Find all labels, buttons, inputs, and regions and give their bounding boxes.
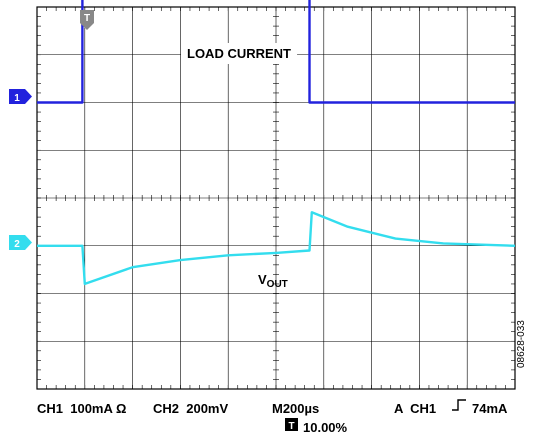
ch1-scale: CH1 100mA Ω bbox=[37, 401, 127, 416]
trigger-position-icon-box bbox=[285, 418, 298, 431]
trigger-position: 10.00% bbox=[303, 420, 348, 435]
ch1-marker-box bbox=[9, 89, 25, 104]
ch2-marker-label: 2 bbox=[14, 239, 20, 250]
trigger-position-icon-label: T bbox=[288, 421, 294, 432]
figure-id: 08628-033 bbox=[516, 320, 527, 368]
trigger-level: 74mA bbox=[472, 401, 508, 416]
traces bbox=[37, 0, 516, 286]
load-current-label: LOAD CURRENT bbox=[187, 46, 291, 61]
ch1-marker-arrow bbox=[25, 89, 32, 104]
timebase: M200µs bbox=[272, 401, 320, 416]
ch1-marker-label: 1 bbox=[14, 93, 20, 104]
plot-frame bbox=[36, 6, 516, 390]
trace-ch1 bbox=[37, 0, 515, 104]
trigger-position-icon: T bbox=[285, 418, 298, 432]
trace-ch2 bbox=[37, 211, 516, 286]
rising-edge-icon bbox=[452, 399, 466, 411]
ch2-marker-arrow bbox=[25, 235, 32, 250]
vout-label: VOUT bbox=[258, 272, 288, 290]
trigger-marker: T bbox=[80, 10, 94, 30]
ch2-marker: 2 bbox=[9, 235, 32, 250]
vout-label-main: V bbox=[258, 272, 267, 287]
load-current-label-background bbox=[181, 43, 298, 64]
trigger-marker-box bbox=[80, 10, 94, 23]
trigger-source: A CH1 bbox=[394, 401, 437, 416]
ch1-marker: 1 bbox=[9, 89, 32, 104]
trigger-marker-arrow bbox=[80, 23, 94, 30]
trigger-marker-label: T bbox=[84, 13, 90, 24]
ch2-marker-box bbox=[9, 235, 25, 250]
vout-label-subscript: OUT bbox=[267, 279, 288, 290]
ch2-scale: CH2 200mV bbox=[153, 401, 229, 416]
grid bbox=[36, 6, 516, 390]
